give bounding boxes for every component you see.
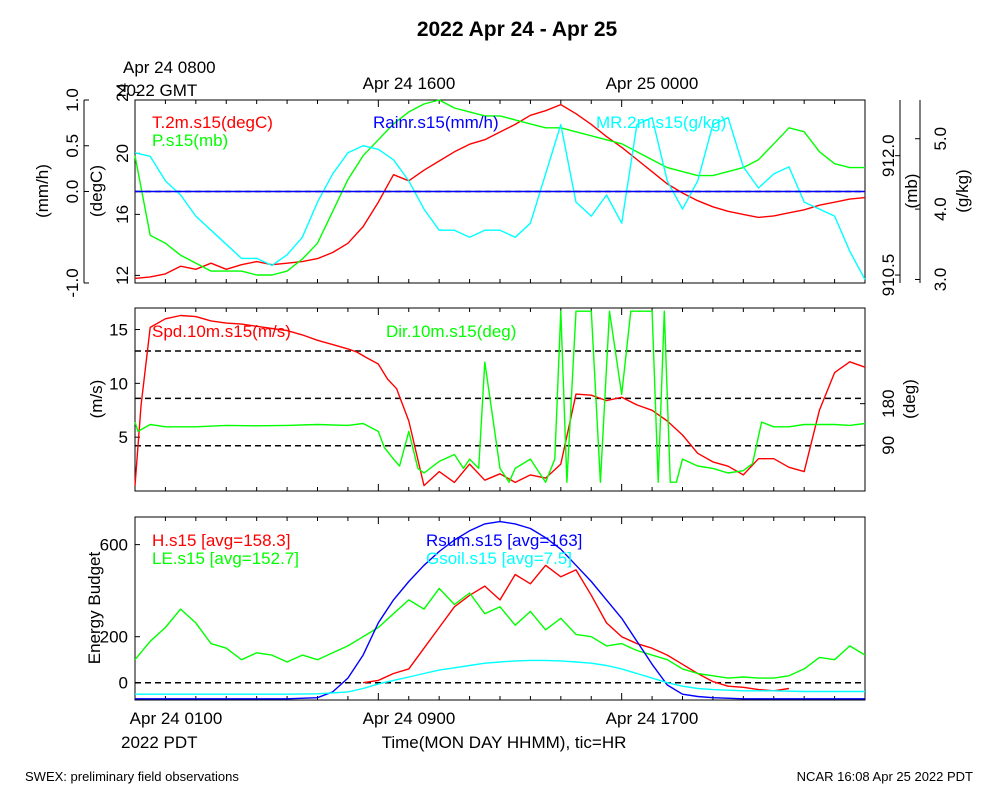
series-t [134, 103, 866, 280]
panel-top-series [134, 99, 866, 280]
panel-middle-ticks: 15 10 5 180 90 [109, 308, 898, 491]
footer-left: SWEX: preliminary field observations [25, 769, 239, 784]
legend-rsum: Rsum.s15 [avg=163] [426, 531, 582, 550]
pres-tick-label: 910.5 [879, 254, 898, 297]
gmt-start-line1: Apr 24 0800 [123, 58, 216, 77]
legend-pressure: P.s15(mb) [152, 131, 228, 150]
rain-axis-label: (mm/h) [33, 164, 52, 218]
energy-axis-label: Energy Budget [85, 551, 104, 664]
rain-tick-label: 0.5 [63, 134, 82, 158]
speed-axis-label: (m/s) [87, 380, 106, 419]
energy-tick-label: 600 [100, 536, 128, 555]
gmt-mid: Apr 24 1600 [363, 74, 456, 93]
series-gsoil [135, 659, 865, 695]
series-h [362, 564, 790, 692]
rain-tick-label: 1.0 [63, 88, 82, 112]
spd-tick-label: 10 [109, 374, 128, 393]
chart-title: 2022 Apr 24 - Apr 25 [417, 18, 618, 41]
gmt-end: Apr 25 0000 [606, 74, 699, 93]
panel-top: 1.0 0.5 0.0 -1.0 24 20 16 12 912.0 910.5 5.0 4.0 3.0… [33, 83, 972, 298]
legend-mixing-ratio: MR.2m.s15(g/kg) [596, 113, 726, 132]
legend-gsoil: Gsoil.s15 [avg=7.5] [426, 549, 572, 568]
energy-tick-label: 0 [119, 674, 128, 693]
pdt-start-line2: 2022 PDT [121, 733, 198, 752]
pres-tick-label: 912.0 [879, 134, 898, 177]
rain-tick-label: 0.0 [63, 180, 82, 204]
temp-tick-label: 16 [113, 205, 132, 224]
pdt-end: Apr 24 1700 [606, 709, 699, 728]
series-rsum [135, 520, 865, 700]
panel-bottom-series [134, 520, 866, 700]
panel-middle-series [134, 310, 866, 487]
temp-tick-label: 24 [113, 83, 132, 102]
energy-tick-label: 200 [100, 628, 128, 647]
legend-direction: Dir.10m.s15(deg) [386, 322, 516, 341]
rain-tick-label: -1.0 [63, 268, 82, 297]
series-le [134, 587, 866, 679]
spd-tick-label: 15 [109, 321, 128, 340]
legend-speed: Spd.10m.s15(m/s) [152, 322, 291, 341]
panel-bottom-ticks: 600 200 0 [100, 517, 866, 700]
series-spd [134, 314, 866, 487]
spd-tick-label: 5 [119, 428, 128, 447]
legend-sensible-heat: H.s15 [avg=158.3] [152, 531, 290, 550]
temp-tick-label: 12 [113, 266, 132, 285]
pres-axis-label: (mb) [902, 174, 921, 209]
mr-axis-label: (g/kg) [953, 169, 972, 212]
temp-axis-label: (degC) [87, 165, 106, 217]
footer-right: NCAR 16:08 Apr 25 2022 PDT [797, 769, 973, 784]
panel-top-ticks: 1.0 0.5 0.0 -1.0 24 20 16 12 912.0 910.5 5.0 4.0 3.0 [63, 83, 950, 298]
mr-tick-label: 5.0 [931, 127, 950, 151]
pdt-mid: Apr 24 0900 [363, 709, 456, 728]
legend-temp: T.2m.s15(degC) [152, 113, 273, 132]
mr-tick-label: 3.0 [931, 268, 950, 292]
direction-axis-label: (deg) [900, 379, 919, 419]
series-mr [134, 116, 866, 280]
dir-tick-label: 180 [879, 389, 898, 417]
gmt-start-line2: 2022 GMT [117, 81, 197, 100]
temp-tick-label: 20 [113, 144, 132, 163]
series-dir [134, 310, 866, 483]
legend-latent-heat: LE.s15 [avg=152.7] [152, 549, 299, 568]
pdt-start-line1: Apr 24 0100 [130, 709, 223, 728]
mr-tick-label: 4.0 [931, 197, 950, 221]
x-axis-label: Time(MON DAY HHMM), tic=HR [382, 733, 627, 752]
legend-rain: Rainr.s15(mm/h) [373, 113, 499, 132]
dir-tick-label: 90 [879, 436, 898, 455]
